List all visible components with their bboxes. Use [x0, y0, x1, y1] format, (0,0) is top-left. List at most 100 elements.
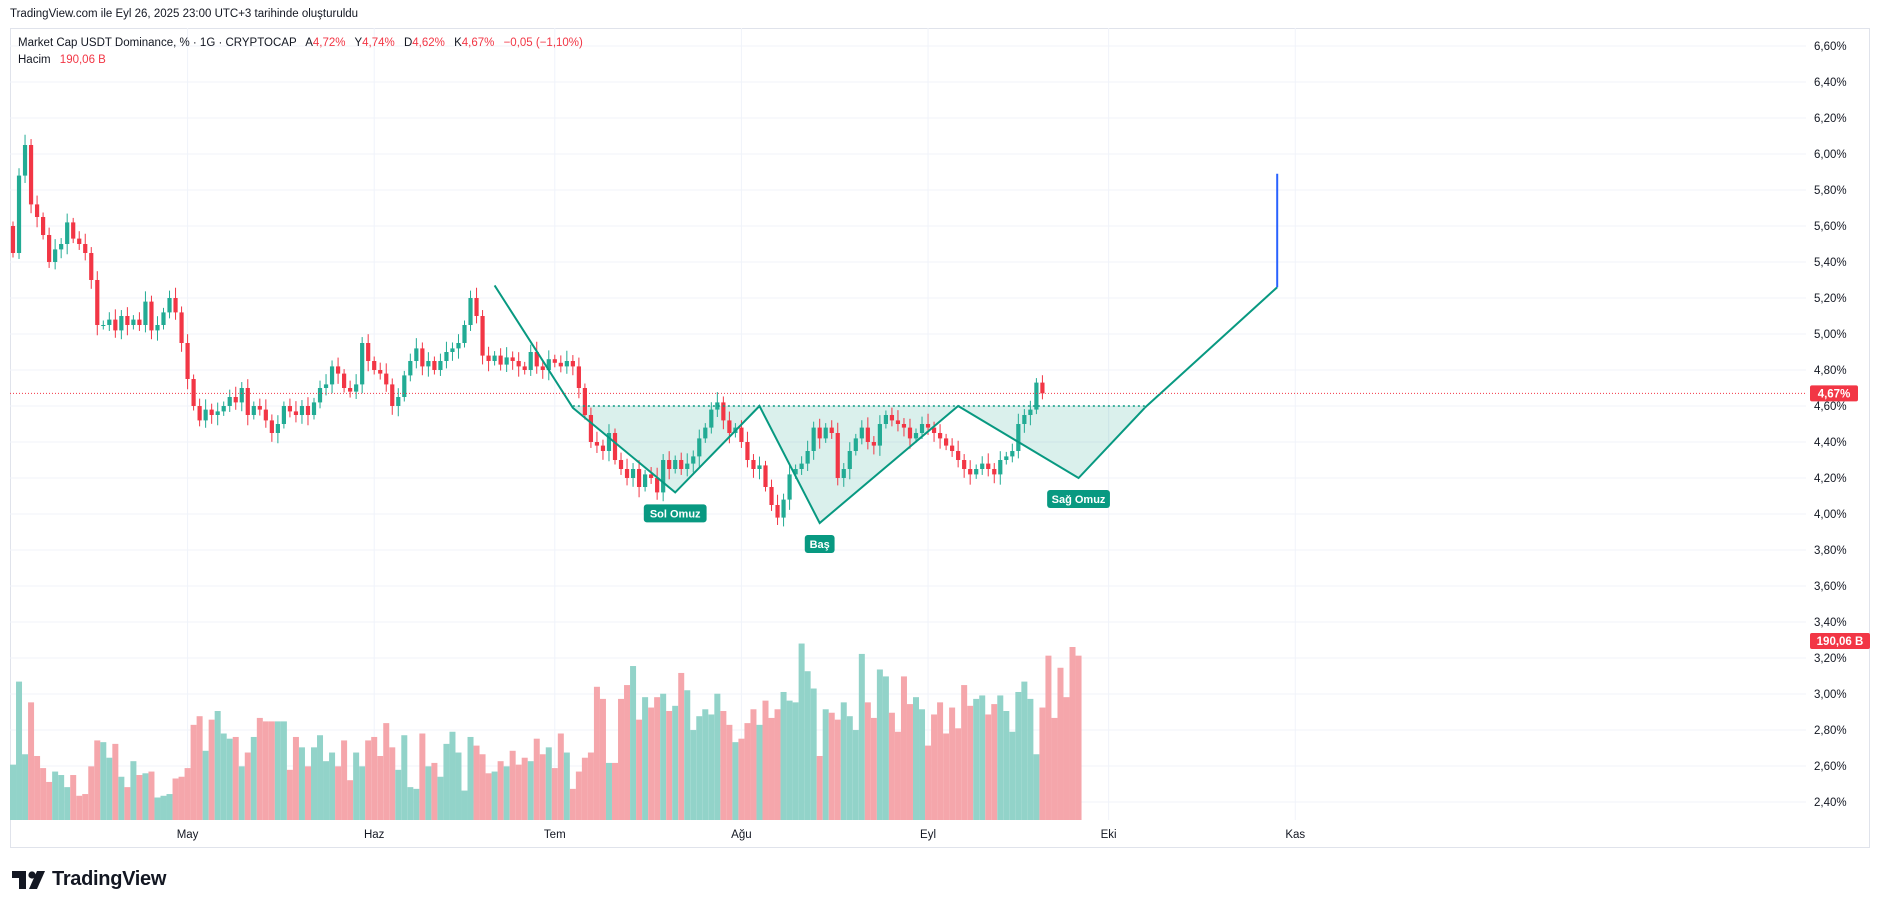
candle[interactable]	[913, 433, 919, 439]
candle[interactable]	[727, 420, 732, 433]
candle[interactable]	[679, 460, 684, 469]
candle[interactable]	[366, 343, 371, 361]
volume-bar[interactable]	[371, 736, 378, 820]
volume-bar[interactable]	[365, 740, 372, 820]
volume-bar[interactable]	[491, 771, 498, 820]
candle[interactable]	[799, 463, 804, 469]
candle[interactable]	[907, 427, 913, 439]
volume-bar[interactable]	[28, 702, 35, 820]
candle[interactable]	[504, 357, 509, 365]
volume-bar[interactable]	[1075, 655, 1082, 820]
volume-bar[interactable]	[696, 716, 703, 820]
volume-bar[interactable]	[1051, 717, 1058, 820]
volume-bar[interactable]	[407, 787, 414, 820]
volume-bar[interactable]	[876, 669, 883, 820]
volume-bar[interactable]	[551, 768, 558, 820]
volume-bar[interactable]	[642, 697, 649, 820]
candle[interactable]	[546, 359, 551, 370]
candle[interactable]	[22, 145, 28, 176]
volume-bar[interactable]	[1033, 754, 1040, 820]
volume-bar[interactable]	[118, 776, 125, 820]
tradingview-logo[interactable]: TradingView	[12, 868, 166, 891]
volume-bar[interactable]	[292, 736, 299, 820]
candle[interactable]	[877, 424, 882, 446]
candle[interactable]	[721, 402, 726, 421]
candle[interactable]	[1016, 424, 1021, 451]
volume-bar[interactable]	[913, 697, 919, 820]
candle[interactable]	[769, 487, 774, 505]
candle[interactable]	[119, 316, 124, 331]
volume-bar[interactable]	[708, 714, 715, 820]
candle[interactable]	[558, 362, 563, 367]
volume-bar[interactable]	[630, 666, 637, 820]
volume-bar[interactable]	[497, 761, 504, 820]
volume-bar[interactable]	[431, 762, 438, 820]
volume-bar[interactable]	[479, 754, 486, 820]
volume-bar[interactable]	[130, 761, 137, 820]
candle[interactable]	[161, 312, 166, 325]
candle[interactable]	[901, 424, 907, 428]
candle[interactable]	[859, 427, 864, 439]
volume-bar[interactable]	[521, 757, 528, 820]
candle[interactable]	[438, 361, 443, 370]
candle[interactable]	[673, 460, 678, 469]
candle[interactable]	[396, 397, 401, 406]
candle[interactable]	[59, 244, 64, 250]
volume-bar[interactable]	[816, 755, 823, 820]
volume-bar[interactable]	[672, 705, 679, 820]
candle[interactable]	[47, 235, 52, 262]
candle[interactable]	[805, 451, 810, 464]
candle[interactable]	[980, 463, 985, 469]
volume-bar[interactable]	[937, 702, 944, 820]
volume-bar[interactable]	[467, 736, 474, 820]
candle[interactable]	[89, 253, 94, 280]
candle[interactable]	[715, 402, 720, 410]
volume-bar[interactable]	[648, 707, 655, 820]
candle[interactable]	[299, 406, 305, 415]
volume-bar[interactable]	[94, 740, 101, 820]
candle[interactable]	[95, 280, 100, 325]
candle[interactable]	[113, 319, 118, 331]
candle[interactable]	[1040, 382, 1045, 394]
candle[interactable]	[173, 298, 178, 313]
volume-bar[interactable]	[509, 750, 516, 820]
volume-bar[interactable]	[906, 704, 913, 820]
volume-bar[interactable]	[961, 685, 968, 820]
volume-bar[interactable]	[798, 643, 805, 820]
volume-bar[interactable]	[16, 681, 23, 820]
candle[interactable]	[263, 409, 268, 421]
volume-bar[interactable]	[870, 717, 877, 820]
candle[interactable]	[986, 463, 991, 469]
candle[interactable]	[1034, 382, 1039, 410]
volume-bar[interactable]	[274, 721, 281, 820]
volume-bar[interactable]	[425, 766, 432, 820]
candle[interactable]	[360, 343, 365, 385]
candle[interactable]	[925, 424, 931, 428]
volume-bar[interactable]	[527, 761, 534, 820]
volume-bar[interactable]	[533, 738, 540, 820]
volume-bar[interactable]	[238, 766, 245, 820]
volume-bar[interactable]	[401, 735, 408, 820]
candle[interactable]	[811, 427, 816, 451]
last-volume-tag[interactable]	[1810, 633, 1870, 649]
volume-bar[interactable]	[762, 700, 769, 820]
volume-bar[interactable]	[846, 716, 853, 820]
volume-bar[interactable]	[196, 716, 203, 820]
candle[interactable]	[630, 469, 636, 478]
volume-bar[interactable]	[780, 691, 787, 820]
candle[interactable]	[414, 348, 419, 361]
volume-bar[interactable]	[52, 771, 59, 820]
candle[interactable]	[125, 316, 130, 325]
volume-bar[interactable]	[280, 721, 287, 820]
volume-bar[interactable]	[888, 712, 895, 820]
candle[interactable]	[612, 433, 618, 460]
candle[interactable]	[841, 469, 846, 478]
candle[interactable]	[41, 217, 46, 235]
candle[interactable]	[817, 427, 822, 439]
volume-bar[interactable]	[1015, 691, 1022, 820]
volume-bar[interactable]	[726, 724, 733, 820]
volume-bar[interactable]	[304, 766, 311, 820]
volume-bar[interactable]	[413, 788, 420, 820]
candle[interactable]	[998, 460, 1003, 475]
candle[interactable]	[829, 427, 834, 433]
